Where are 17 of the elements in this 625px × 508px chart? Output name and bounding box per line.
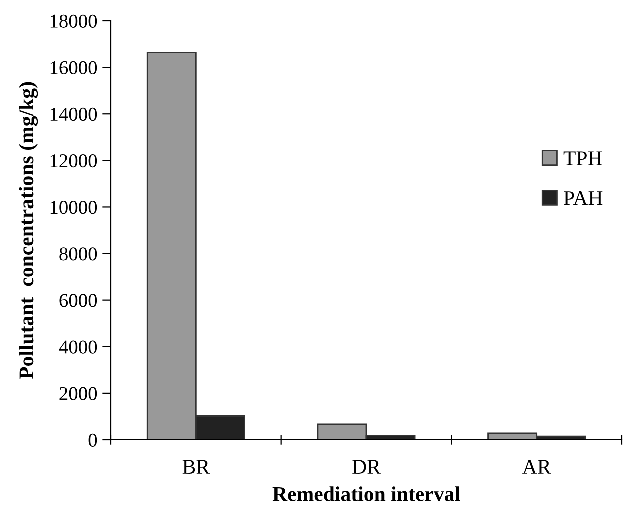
y-tick-label: 14000 xyxy=(50,108,98,122)
legend-label: PAH xyxy=(564,191,603,206)
y-tick-label: 10000 xyxy=(50,201,98,214)
x-tick-label: BR xyxy=(182,460,210,474)
x-axis-title: Remediation interval xyxy=(272,486,460,502)
y-tick-label: 16000 xyxy=(50,61,98,74)
x-tick-label: AR xyxy=(522,460,552,474)
y-tick-label: 0 xyxy=(88,434,98,447)
y-tick-label: 18000 xyxy=(50,14,98,28)
y-tick-label: 8000 xyxy=(60,248,98,261)
y-tick-label: 6000 xyxy=(60,294,98,308)
x-tick-label: DR xyxy=(352,460,381,474)
legend-label: TPH xyxy=(564,152,602,166)
y-tick-label: 12000 xyxy=(50,154,98,168)
y-axis-title: Pollutant concentrations (mg/kg) xyxy=(19,82,38,380)
y-tick-label: 4000 xyxy=(59,340,98,354)
y-tick-label: 2000 xyxy=(60,387,98,400)
